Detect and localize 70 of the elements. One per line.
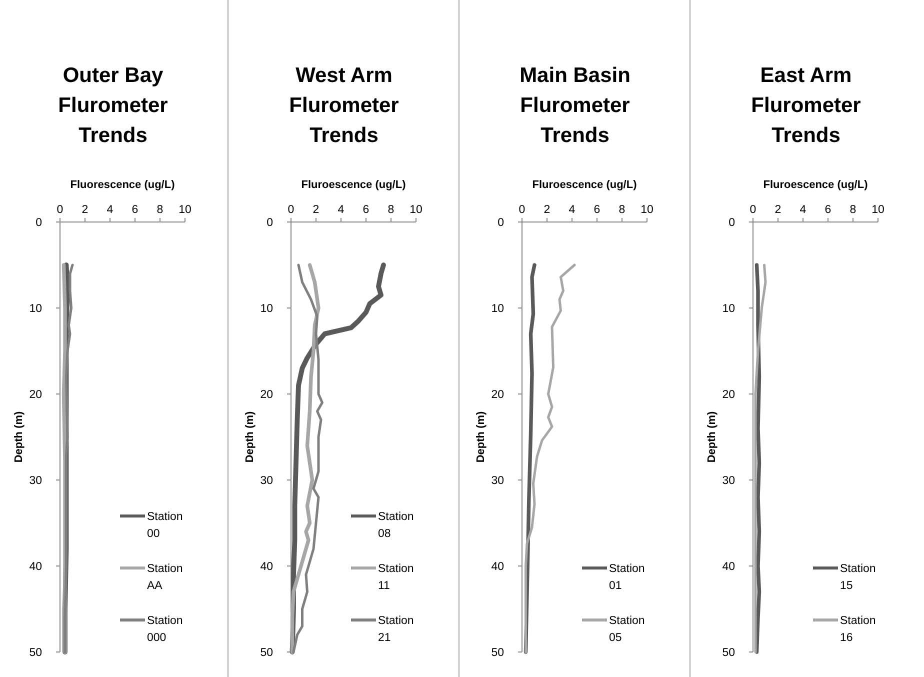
x-tick-label: 4 [568, 204, 576, 216]
y-axis-title: Depth (m) [13, 411, 25, 463]
x-tick-label: 0 [288, 204, 294, 216]
chart-title: Outer Bay Flurometer Trends [58, 64, 168, 147]
y-tick-label: 10 [491, 303, 504, 315]
y-tick-label: 50 [491, 647, 504, 659]
x-tick-label: 4 [106, 204, 114, 216]
y-tick-label: 40 [260, 561, 273, 573]
y-tick-label: 30 [491, 475, 504, 487]
y-tick-label: 30 [722, 475, 735, 487]
y-axis-title: Depth (m) [475, 411, 487, 463]
x-tick-label: 6 [362, 204, 370, 216]
y-tick-label: 10 [722, 303, 735, 315]
y-tick-label: 0 [36, 217, 42, 229]
x-tick-label: 0 [518, 204, 526, 216]
legend-label: Station 21 [378, 615, 414, 644]
y-tick-label: 0 [728, 217, 735, 229]
legend-label: Station 16 [840, 615, 876, 644]
y-tick-label: 0 [266, 217, 273, 229]
y-tick-label: 20 [29, 389, 42, 401]
x-axis-title: Fluroescence (ug/L) [532, 179, 638, 191]
y-tick-label: 0 [498, 217, 504, 229]
x-tick-label: 10 [872, 204, 884, 216]
y-axis-title: Depth (m) [706, 411, 718, 463]
y-tick-label: 50 [260, 647, 273, 659]
legend-label: Station 05 [609, 615, 645, 644]
x-axis-title: Fluorescence (ug/L) [70, 179, 176, 191]
x-axis-title: Fluroescence (ug/L) [763, 179, 868, 191]
y-tick-label: 50 [722, 647, 735, 659]
legend-label: Station 11 [378, 563, 414, 592]
legend-label: Station AA [147, 563, 183, 592]
y-axis-title: Depth (m) [244, 411, 256, 463]
legend-label: Station 08 [378, 511, 414, 540]
y-tick-label: 20 [260, 389, 273, 401]
y-tick-label: 40 [491, 561, 504, 573]
x-tick-label: 2 [774, 204, 782, 216]
x-tick-label: 0 [56, 204, 64, 216]
y-tick-label: 10 [29, 303, 42, 315]
x-axis-title: Fluroescence (ug/L) [301, 179, 406, 191]
x-tick-label: 8 [156, 204, 164, 216]
y-tick-label: 30 [29, 475, 42, 487]
x-tick-label: 8 [850, 204, 856, 216]
y-tick-label: 10 [260, 303, 273, 315]
chart-title: West Arm Flurometer Trends [289, 64, 399, 147]
x-tick-label: 6 [132, 204, 138, 216]
y-tick-label: 30 [260, 475, 273, 487]
x-tick-label: 6 [824, 204, 832, 216]
y-tick-label: 50 [29, 647, 42, 659]
y-tick-label: 20 [722, 389, 735, 401]
x-tick-label: 2 [82, 204, 88, 216]
y-tick-label: 40 [29, 561, 42, 573]
x-tick-label: 2 [544, 204, 550, 216]
x-tick-label: 4 [338, 204, 345, 216]
legend-label: Station 000 [147, 615, 183, 644]
x-tick-label: 8 [388, 204, 394, 216]
x-tick-label: 2 [312, 204, 320, 216]
legend-label: Station 00 [147, 511, 183, 540]
chart-title: Main Basin Flurometer Trends [520, 64, 630, 147]
x-tick-label: 10 [640, 204, 654, 216]
x-tick-label: 0 [750, 204, 756, 216]
legend-label: Station 01 [609, 563, 645, 592]
x-tick-label: 6 [594, 204, 600, 216]
x-tick-label: 8 [618, 204, 626, 216]
x-tick-label: 10 [178, 204, 192, 216]
x-tick-label: 4 [800, 204, 807, 216]
y-tick-label: 40 [722, 561, 735, 573]
x-tick-label: 10 [410, 204, 422, 216]
chart-title: East Arm Flurometer Trends [751, 64, 861, 147]
y-tick-label: 20 [491, 389, 504, 401]
legend-label: Station 15 [840, 563, 876, 592]
